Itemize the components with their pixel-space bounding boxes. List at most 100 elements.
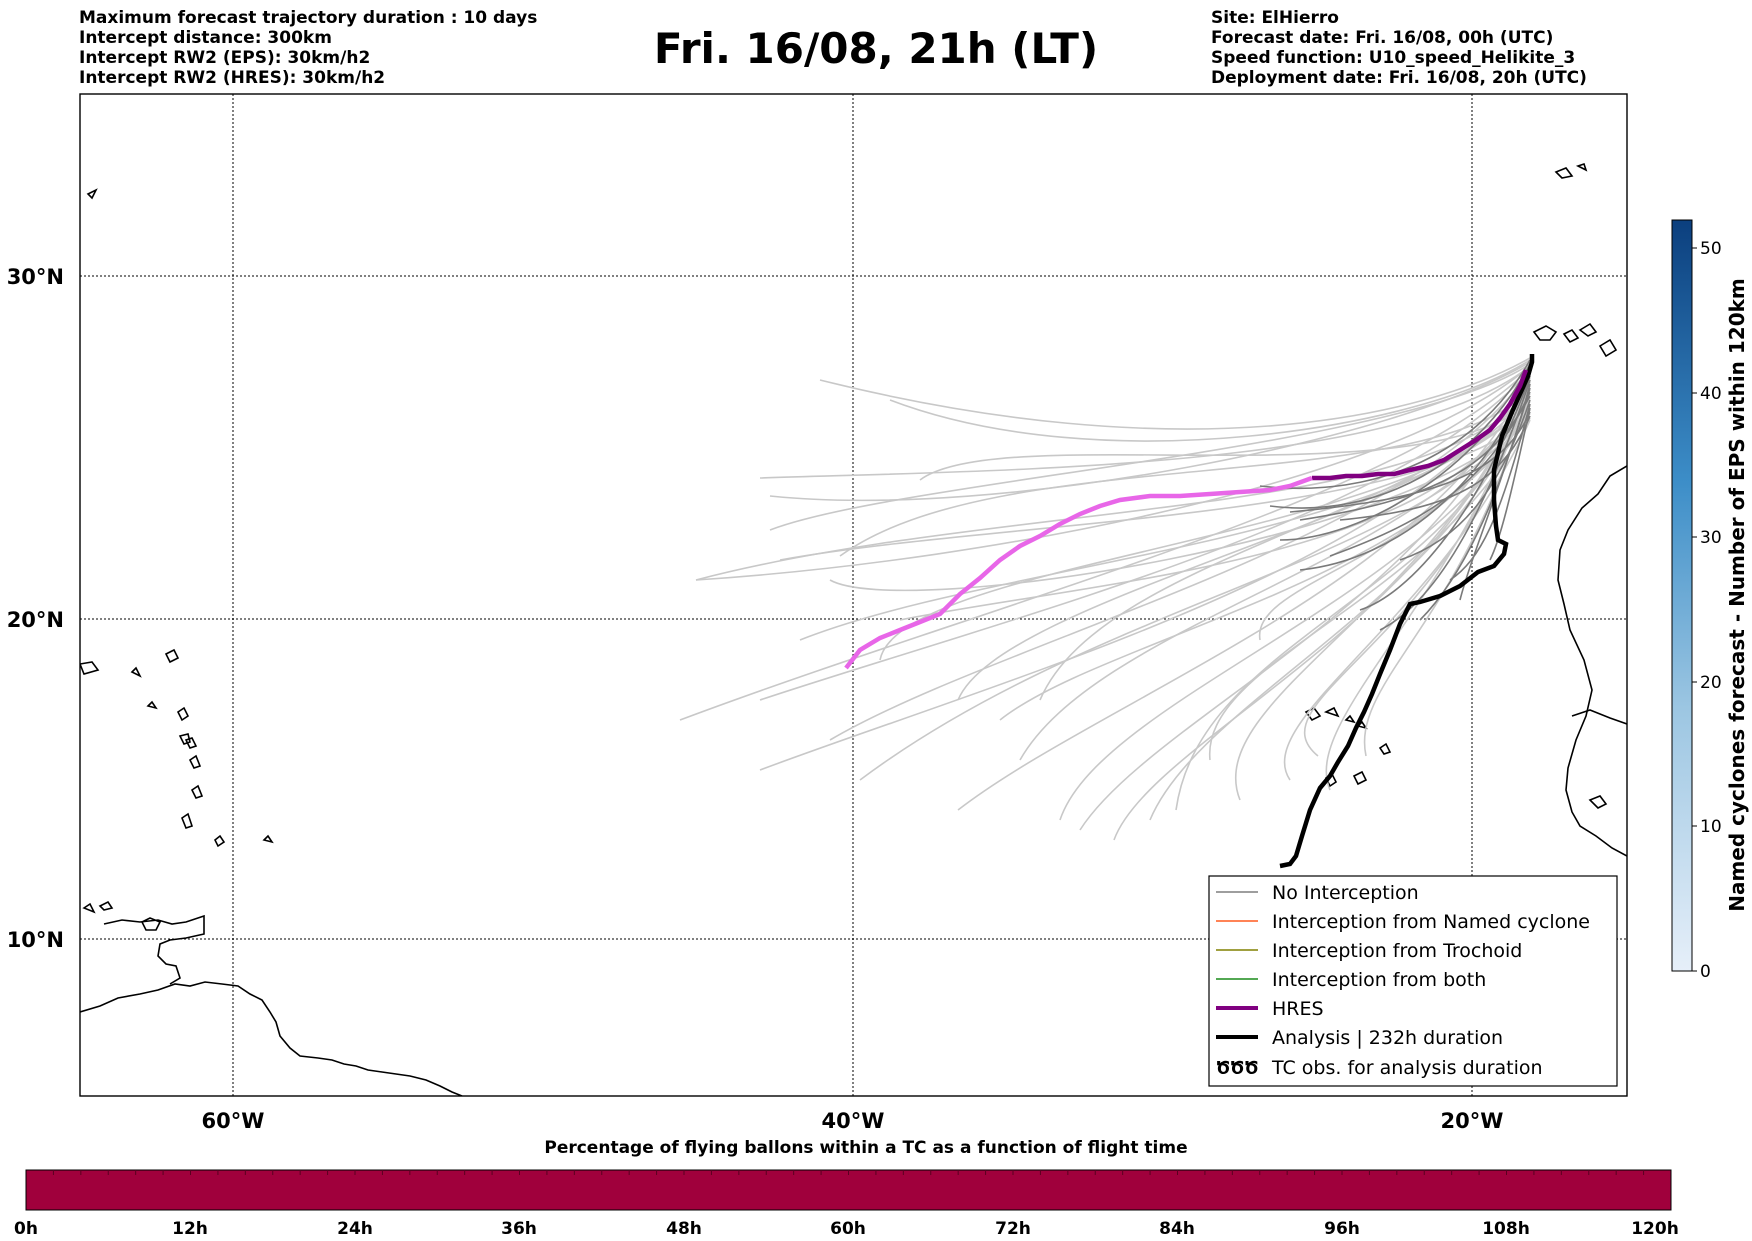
island-antilles-1 [188,754,202,769]
legend-label-hres: HRES [1272,998,1324,1020]
island-cv-2 [1323,706,1340,718]
coastlines [80,162,1627,1096]
island-cv-3 [1352,770,1368,786]
header-deployment-date: Deployment date: Fri. 16/08, 20h (UTC) [1211,68,1587,88]
legend-label-trochoid: Interception from Trochoid [1272,940,1522,962]
trajectory [759,369,1531,701]
analysis-trajectory [1279,354,1535,869]
legend: No Interception Interception from Named … [1208,875,1618,1087]
island-madeira [1554,167,1574,179]
trajectory [1234,379,1531,801]
header-info-left: Maximum forecast trajectory duration : 1… [79,8,537,88]
trajectory [859,407,1531,781]
bcb-tick-48h: 48h [666,1219,702,1239]
header-info-right: Site: ElHierro Forecast date: Fri. 16/08… [1211,8,1587,88]
bottom-colorbar-minor-ticks [52,1170,1645,1175]
trajectory [839,389,1531,557]
coast-africa [1557,465,1627,857]
lon-label-40w: 40°W [822,1109,885,1133]
trajectory [829,413,1531,592]
bcb-tick-36h: 36h [501,1219,537,1239]
bcb-tick-72h: 72h [995,1219,1031,1239]
coast-senegal [1571,709,1627,725]
map-gridlines [80,94,1627,1096]
lon-label-60w: 60°W [202,1109,265,1133]
island-canary-4 [1578,322,1598,337]
trajectory [1489,407,1531,561]
trajectory [899,385,1531,621]
trajectory [1339,415,1531,521]
legend-box [1208,875,1618,1087]
lat-axis-labels: 30°N 20°N 10°N [7,265,64,952]
island-cv-7 [1344,714,1356,724]
island-pr [80,661,100,675]
hres-trajectory-late [844,475,1313,670]
cb-tick-30: 30 [1700,528,1722,548]
bottom-colorbar-fill [25,1169,1672,1211]
island-tobago [86,188,98,200]
island-dominica [176,706,190,722]
island-vi [130,666,142,678]
lat-label-10n: 10°N [7,928,64,952]
island-barbados [213,834,226,848]
trajectory [1269,363,1531,509]
map-border [79,93,1628,1097]
tc-symbol-icon: ԾԾԾ [1216,1058,1259,1079]
legend-label-both: Interception from both [1272,969,1486,991]
header-intercept-distance: Intercept distance: 300km [79,28,332,48]
map-title: Fri. 16/08, 21h (LT) [653,24,1099,73]
trajectory [1299,395,1531,521]
island-canary-1 [1532,325,1558,341]
island-martinique [184,737,198,749]
legend-label-named-cyclone: Interception from Named cyclone [1272,911,1590,933]
trajectory [1113,377,1531,841]
legend-label-no-interception: No Interception [1272,882,1419,904]
legend-label-analysis: Analysis | 232h duration [1272,1027,1503,1049]
island-trinidad [140,917,162,931]
island-antilles-3 [181,812,194,829]
trajectory [999,409,1531,721]
cb-tick-50: 50 [1700,239,1722,259]
island-aruba [82,902,96,914]
bottom-colorbar: Percentage of flying ballons within a TC… [14,1138,1679,1239]
header-intercept-hres: Intercept RW2 (HRES): 30km/h2 [79,68,386,88]
hres-trajectory-early [1312,369,1529,481]
lon-label-20w: 20°W [1441,1109,1504,1133]
island-small-1 [262,834,274,844]
cb-tick-40: 40 [1700,384,1722,404]
eps-trajectories [679,357,1531,841]
trajectory [1449,403,1531,581]
lat-label-30n: 30°N [7,265,64,289]
trajectory [695,365,1531,581]
bottom-colorbar-ticks: 0h 12h 24h 36h 48h 60h 72h 84h 96h 108h … [14,1219,1679,1239]
trajectory [819,357,1531,430]
header-speed-function: Speed function: U10_speed_Helikite_3 [1211,48,1576,68]
legend-label-tc-obs: TC obs. for analysis duration [1271,1057,1543,1079]
island-cv-5 [1378,742,1392,755]
coast-venezuela [103,914,205,985]
lon-axis-labels: 60°W 40°W 20°W [202,1109,1504,1133]
header-intercept-eps: Intercept RW2 (EPS): 30km/h2 [79,48,371,68]
right-colorbar-fill [1671,219,1693,972]
bcb-tick-96h: 96h [1324,1219,1360,1239]
trajectory [1289,411,1531,513]
map-content [80,94,1627,1096]
coast-south-america [80,981,463,1096]
bottom-colorbar-title: Percentage of flying ballons within a TC… [544,1138,1187,1158]
island-canary-2 [1562,328,1580,344]
trajectory [759,365,1531,479]
bcb-tick-24h: 24h [337,1219,373,1239]
trajectory [1283,419,1531,781]
island-madeira-2 [1575,162,1588,172]
island-guadeloupe [164,648,180,664]
right-colorbar: 0 10 20 30 40 50 Named cyclones forecast… [1671,219,1749,982]
island-small-2 [146,700,158,710]
trajectory [957,403,1531,701]
bcb-tick-120h: 120h [1631,1219,1679,1239]
island-antilles-2 [190,784,204,799]
island-canary-3 [1598,338,1618,358]
header-site: Site: ElHierro [1211,8,1339,28]
cb-tick-10: 10 [1700,817,1722,837]
right-colorbar-ticks: 0 10 20 30 40 50 [1692,239,1722,982]
